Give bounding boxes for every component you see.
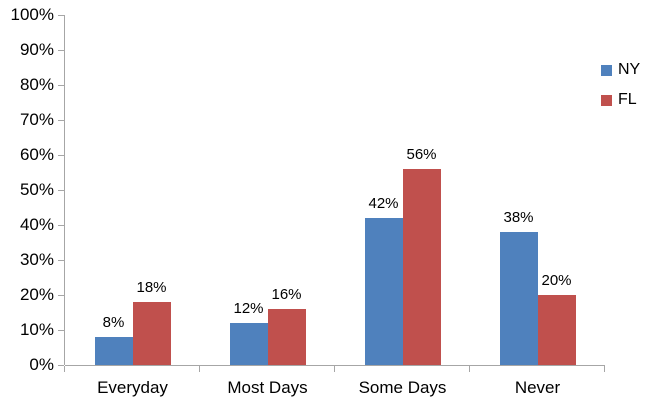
y-axis-tick (58, 365, 64, 366)
bar-value-label: 42% (368, 195, 399, 212)
x-axis-category-label: Never (514, 378, 561, 397)
y-axis-tick-label: 60% (19, 145, 54, 164)
bar-ny-most-days (229, 323, 268, 365)
bar-value-label: 18% (136, 279, 167, 296)
x-axis-tick (604, 366, 605, 372)
y-axis-tick (58, 225, 64, 226)
legend-swatch-ny (601, 64, 612, 76)
bar-fl-never (537, 295, 576, 365)
y-axis-tick (58, 330, 64, 331)
x-axis-tick (469, 366, 470, 372)
y-axis-tick-label: 10% (19, 320, 54, 339)
bar-fl-some-days (402, 169, 441, 365)
legend-label: NY (618, 61, 641, 78)
y-axis-tick-label: 40% (19, 215, 54, 234)
bar-ny-never (499, 232, 538, 365)
bar-fl-most-days (267, 309, 306, 365)
bar-value-label: 20% (541, 272, 572, 289)
y-axis-tick-label: 0% (29, 355, 54, 374)
bar-value-label: 56% (406, 146, 437, 163)
bar-ny-everyday (94, 337, 133, 365)
x-axis-tick (64, 366, 65, 372)
y-axis-tick-label: 100% (10, 5, 54, 24)
y-axis-tick (58, 260, 64, 261)
legend: NY FL (601, 62, 640, 122)
y-axis-tick-label: 30% (19, 250, 54, 269)
x-axis-tick (334, 366, 335, 372)
y-axis-tick (58, 155, 64, 156)
legend-item-ny: NY (601, 62, 640, 78)
bar-ny-some-days (364, 218, 403, 365)
bar-value-label: 8% (102, 314, 125, 331)
y-axis-tick-label: 80% (19, 75, 54, 94)
bar-value-label: 38% (503, 209, 534, 226)
y-axis-tick (58, 85, 64, 86)
y-axis-tick-label: 70% (19, 110, 54, 129)
y-axis-tick (58, 295, 64, 296)
bar-fl-everyday (132, 302, 171, 365)
legend-swatch-fl (601, 94, 612, 106)
y-axis-tick (58, 15, 64, 16)
y-axis-line (64, 15, 65, 365)
bar-value-label: 16% (271, 286, 302, 303)
y-axis-tick-label: 20% (19, 285, 54, 304)
y-axis-tick-label: 50% (19, 180, 54, 199)
x-axis-category-label: Some Days (358, 378, 447, 397)
y-axis-tick (58, 50, 64, 51)
bar-value-label: 12% (233, 300, 264, 317)
legend-label: FL (618, 91, 637, 108)
x-axis-line (65, 365, 605, 366)
x-axis-category-label: Everyday (97, 378, 168, 397)
legend-item-fl: FL (601, 92, 640, 108)
y-axis-tick-label: 90% (19, 40, 54, 59)
y-axis-tick (58, 120, 64, 121)
y-axis-tick (58, 190, 64, 191)
x-axis-category-label: Most Days (227, 378, 308, 397)
x-axis-tick (199, 366, 200, 372)
